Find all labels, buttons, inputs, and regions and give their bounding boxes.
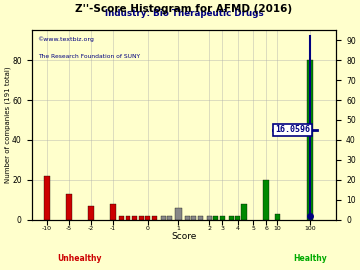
Y-axis label: Number of companies (191 total): Number of companies (191 total) — [4, 67, 11, 183]
Bar — [235, 216, 240, 220]
Text: Industry: Bio Therapeutic Drugs: Industry: Bio Therapeutic Drugs — [104, 9, 263, 18]
Text: Unhealthy: Unhealthy — [58, 254, 102, 262]
Bar — [152, 216, 157, 220]
Bar — [109, 204, 116, 220]
Bar — [192, 216, 196, 220]
Bar — [263, 180, 269, 220]
Bar — [213, 216, 218, 220]
Bar — [44, 176, 50, 220]
Bar — [119, 216, 124, 220]
Bar — [198, 216, 203, 220]
Bar — [139, 216, 144, 220]
Bar — [88, 206, 94, 220]
Bar — [307, 60, 313, 220]
Bar — [229, 216, 234, 220]
Bar — [241, 204, 247, 220]
Bar — [161, 216, 166, 220]
Bar — [220, 216, 225, 220]
Bar — [185, 216, 190, 220]
Bar — [175, 208, 181, 220]
Text: ©www.textbiz.org: ©www.textbiz.org — [38, 36, 94, 42]
Bar — [167, 216, 172, 220]
Bar — [207, 216, 212, 220]
Title: Z''-Score Histogram for AFMD (2016): Z''-Score Histogram for AFMD (2016) — [75, 4, 293, 14]
Bar — [145, 216, 150, 220]
Bar — [66, 194, 72, 220]
Bar — [126, 216, 130, 220]
X-axis label: Score: Score — [171, 232, 197, 241]
Text: Healthy: Healthy — [293, 254, 327, 262]
Bar — [132, 216, 137, 220]
Bar — [275, 214, 280, 220]
Text: The Research Foundation of SUNY: The Research Foundation of SUNY — [38, 54, 140, 59]
Text: 16.0596: 16.0596 — [275, 125, 310, 134]
